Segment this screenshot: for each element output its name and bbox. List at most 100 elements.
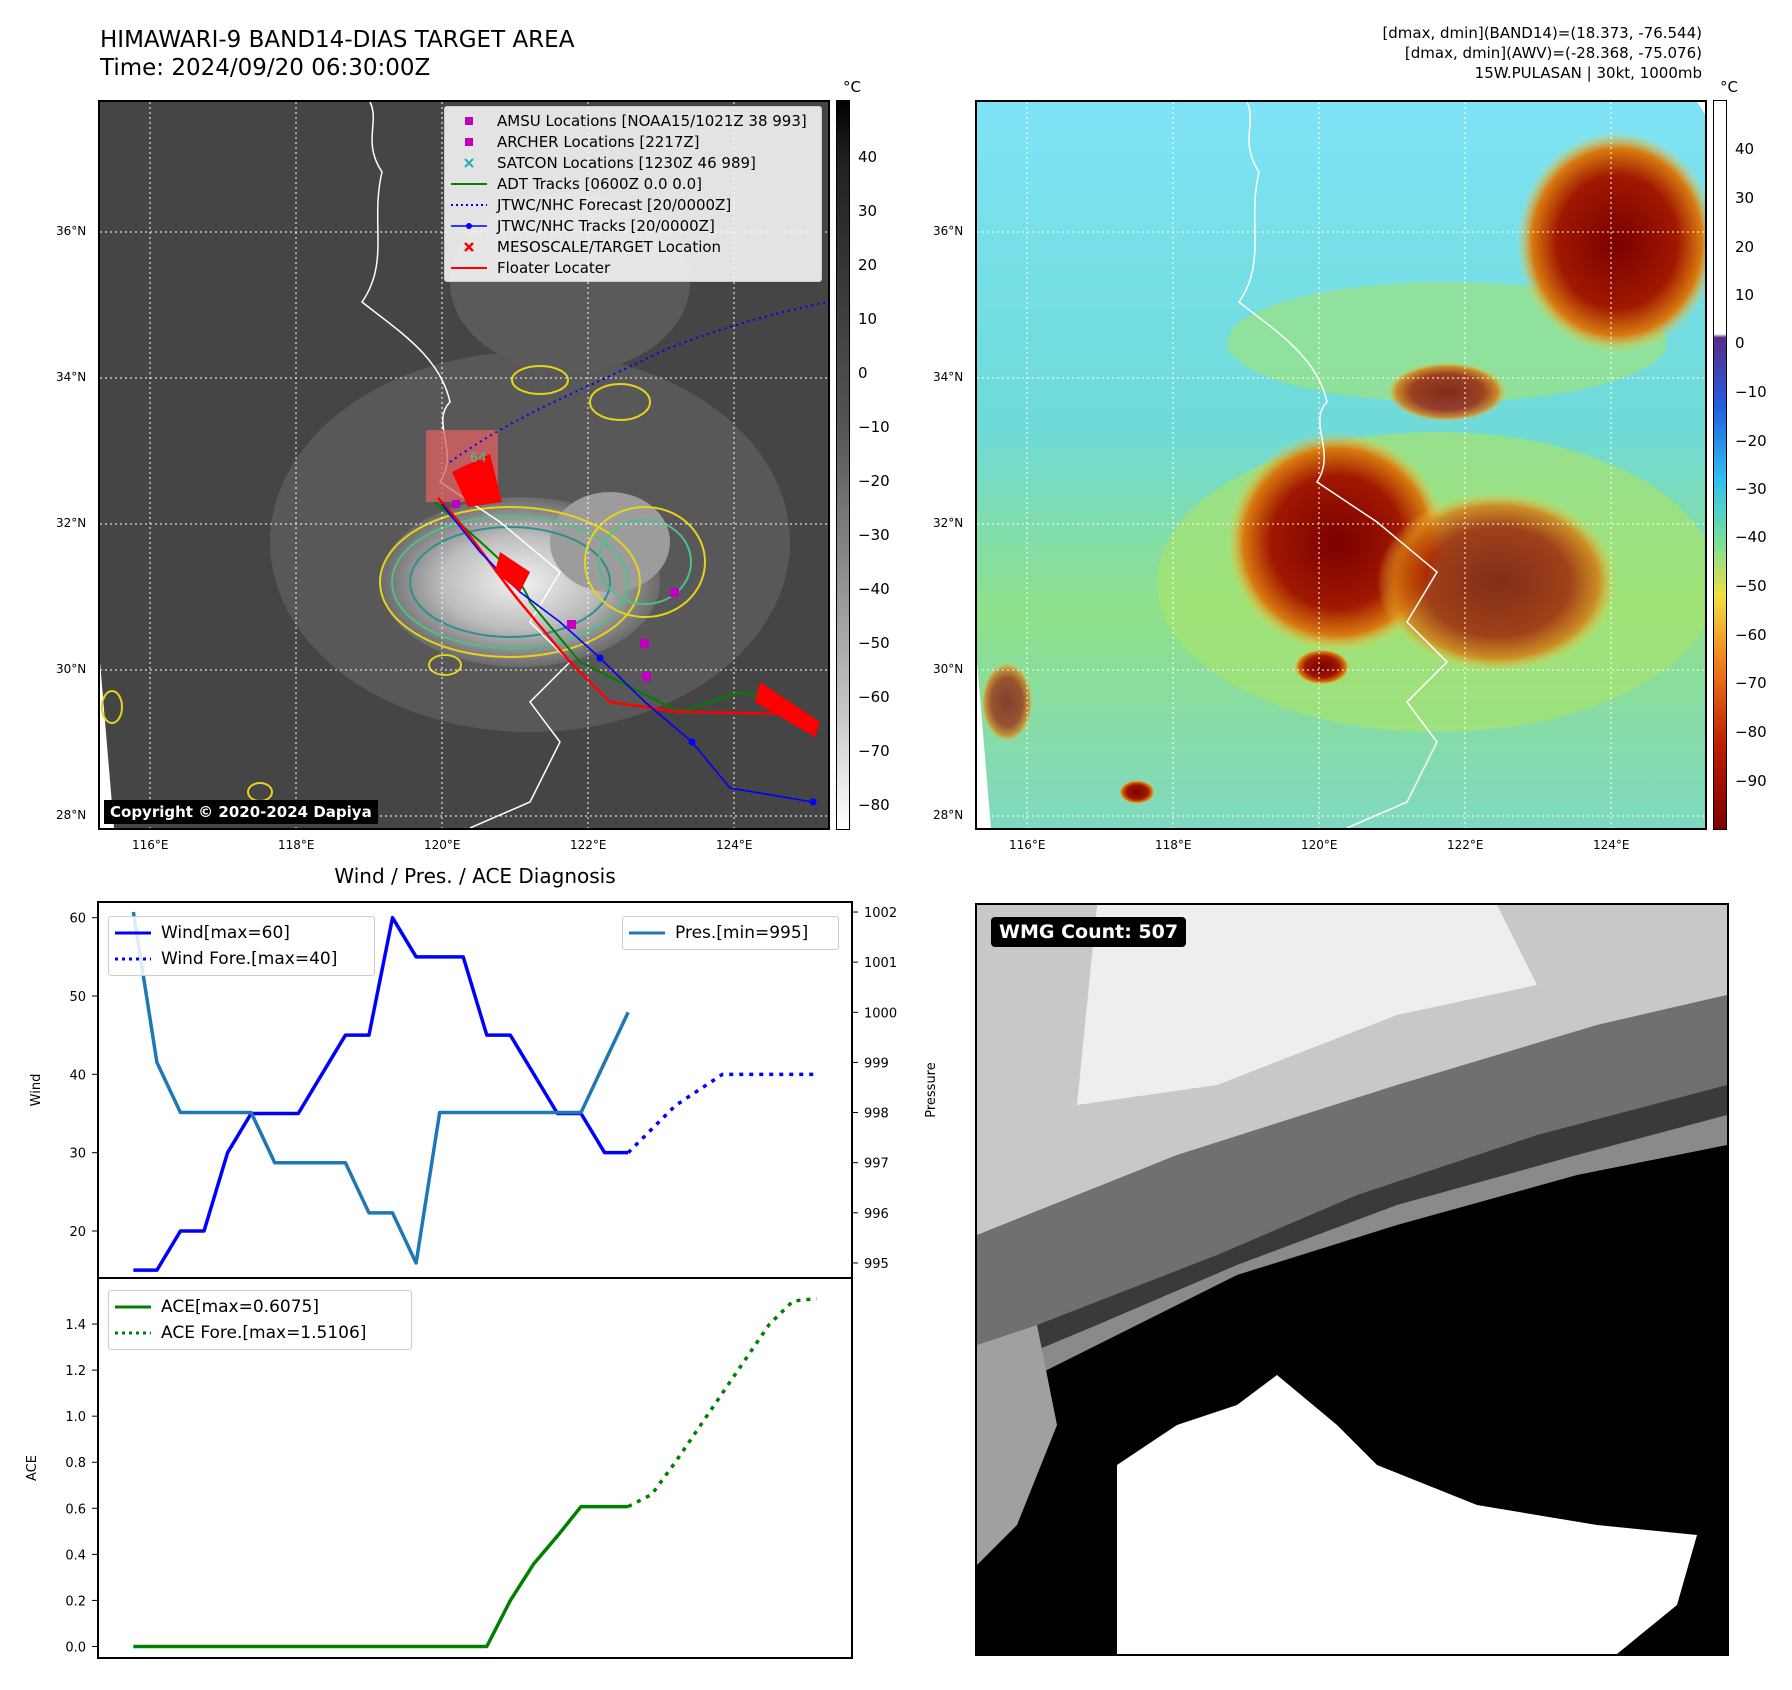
ir-colorbar-tick: −30 xyxy=(858,526,890,544)
ir-lat-label: 34°N xyxy=(56,370,87,384)
diagnosis-title: Wind / Pres. / ACE Diagnosis xyxy=(334,864,616,888)
pressure-tick-label: 1001 xyxy=(864,956,897,971)
ir-colorbar-tick: −60 xyxy=(858,688,890,706)
wv-lon-label: 120°E xyxy=(1301,838,1338,852)
pressure-tick-label: 1002 xyxy=(864,906,897,921)
ace-axis-label: ACE xyxy=(25,1455,40,1481)
wv-lon-label: 122°E xyxy=(1447,838,1484,852)
ir-colorbar xyxy=(836,100,850,830)
wv-colorbar-tick: 10 xyxy=(1735,286,1755,304)
pressure-series-line xyxy=(131,911,630,1265)
ir-lon-label: 120°E xyxy=(424,838,461,852)
ir-colorbar-unit: °C xyxy=(843,78,861,96)
wv-colorbar-tick: −30 xyxy=(1735,480,1767,498)
legend-item-wind: Wind[max=60] xyxy=(115,923,290,943)
ace-forecast-line xyxy=(627,1296,817,1509)
ace-series-line xyxy=(133,1504,629,1649)
wmg-count-badge: WMG Count: 507 xyxy=(991,917,1187,947)
wv-colorbar-tick: −60 xyxy=(1735,626,1767,644)
legend-item-pressure: Pres.[min=995] xyxy=(629,923,809,943)
ir-lat-label: 28°N xyxy=(56,808,87,822)
copyright-badge: Copyright © 2020-2024 Dapiya xyxy=(104,800,378,824)
wv-lon-label: 124°E xyxy=(1593,838,1630,852)
ir-lon-label: 124°E xyxy=(716,838,753,852)
wind-series-line xyxy=(133,915,629,1272)
wv-colorbar-tick: −10 xyxy=(1735,383,1767,401)
wv-lat-label: 34°N xyxy=(933,370,964,384)
pressure-axis-label: Pressure xyxy=(924,1062,939,1118)
ace-tick-label: 0.2 xyxy=(65,1594,86,1609)
legend-item-archer: ARCHER Locations [2217Z] xyxy=(445,131,821,152)
wind-forecast-line xyxy=(626,1072,817,1154)
wv-colorbar-tick: 30 xyxy=(1735,189,1755,207)
ace-tick-label: 1.4 xyxy=(65,1318,86,1333)
ir-colorbar-tick: −20 xyxy=(858,472,890,490)
ir-lon-label: 122°E xyxy=(570,838,607,852)
info-storm: 15W.PULASAN | 30kt, 1000mb xyxy=(1474,64,1702,82)
wv-lat-label: 32°N xyxy=(933,516,964,530)
wv-colorbar-unit: °C xyxy=(1720,78,1738,96)
info-awv: [dmax, dmin](AWV)=(-28.368, -75.076) xyxy=(1404,44,1702,62)
ace-tick-label: 0.6 xyxy=(65,1502,86,1517)
legend-item-amsu: AMSU Locations [NOAA15/1021Z 38 993] xyxy=(445,110,821,131)
wind-tick-label: 20 xyxy=(69,1225,86,1240)
pressure-tick-label: 1000 xyxy=(864,1006,897,1021)
pressure-tick-label: 997 xyxy=(864,1157,889,1172)
diagnosis-chart: 20 30 40 50 60 995 996 997 998 999 1000 1001 1002 0.0… xyxy=(25,901,939,1659)
wv-lon-label: 118°E xyxy=(1155,838,1192,852)
wv-colorbar-tick: −40 xyxy=(1735,528,1767,546)
ace-tick-label: 0.0 xyxy=(65,1640,86,1655)
wv-colorbar-tick: 20 xyxy=(1735,238,1755,256)
wind-tick-label: 40 xyxy=(69,1068,86,1083)
ace-tick-label: 1.0 xyxy=(65,1410,86,1425)
wv-lat-label: 36°N xyxy=(933,224,964,238)
legend-item-ace-forecast: ACE Fore.[max=1.5106] xyxy=(115,1323,367,1343)
wv-colorbar-tick: −50 xyxy=(1735,577,1767,595)
ace-tick-label: 0.8 xyxy=(65,1456,86,1471)
ace-tick-label: 1.2 xyxy=(65,1364,86,1379)
pressure-tick-label: 998 xyxy=(864,1107,889,1122)
legend-item-satcon: SATCON Locations [1230Z 46 989] xyxy=(445,152,821,173)
wind-tick-label: 50 xyxy=(69,990,86,1005)
chart-title: HIMAWARI-9 BAND14-DIAS TARGET AREA xyxy=(100,27,575,53)
wv-lat-label: 30°N xyxy=(933,662,964,676)
ir-lat-label: 32°N xyxy=(56,516,87,530)
ir-colorbar-tick: −50 xyxy=(858,634,890,652)
ir-colorbar-tick: 20 xyxy=(858,256,878,274)
chart-time: Time: 2024/09/20 06:30:00Z xyxy=(100,55,431,81)
pressure-tick-label: 999 xyxy=(864,1056,889,1071)
ir-map-panel: 64 AMSU Locations [NOAA15/1021Z 38 993] … xyxy=(98,100,830,830)
ir-colorbar-tick: 40 xyxy=(858,148,878,166)
ir-lon-label: 118°E xyxy=(278,838,315,852)
ace-legend: ACE[max=0.6075] ACE Fore.[max=1.5106] xyxy=(108,1290,412,1350)
ir-colorbar-tick: 30 xyxy=(858,202,878,220)
wind-tick-label: 30 xyxy=(69,1147,86,1162)
wv-map-panel xyxy=(975,100,1707,830)
wv-lat-label: 28°N xyxy=(933,808,964,822)
ir-colorbar-tick: −10 xyxy=(858,418,890,436)
wmg-image xyxy=(977,905,1727,1654)
wind-legend: Wind[max=60] Wind Fore.[max=40] xyxy=(108,916,375,976)
pressure-tick-label: 996 xyxy=(864,1207,889,1222)
legend-item-target: MESOSCALE/TARGET Location xyxy=(445,236,821,257)
wv-colorbar-ticks: 40 30 20 10 0 −10 −20 −30 −40 −50 −60 −7… xyxy=(1735,140,1779,800)
wmg-panel: WMG Count: 507 xyxy=(975,903,1729,1656)
pressure-tick-label: 995 xyxy=(864,1257,889,1272)
wv-colorbar-tick: −70 xyxy=(1735,674,1767,692)
wind-tick-label: 60 xyxy=(69,912,86,927)
ir-colorbar-tick: −80 xyxy=(858,796,890,814)
ir-lat-label: 30°N xyxy=(56,662,87,676)
wv-colorbar-tick: −80 xyxy=(1735,723,1767,741)
ir-colorbar-tick: 10 xyxy=(858,310,878,328)
ir-colorbar-tick: −70 xyxy=(858,742,890,760)
ace-tick-label: 0.4 xyxy=(65,1548,86,1563)
legend-item-adt: ADT Tracks [0600Z 0.0 0.0] xyxy=(451,174,702,193)
contour-label: 64 xyxy=(470,451,487,466)
legend-item-forecast: JTWC/NHC Forecast [20/0000Z] xyxy=(451,195,732,214)
ir-colorbar-tick: 0 xyxy=(858,364,868,382)
pressure-legend: Pres.[min=995] xyxy=(622,916,839,950)
legend-item-wind-forecast: Wind Fore.[max=40] xyxy=(115,949,338,969)
wind-axis-label: Wind xyxy=(29,1074,44,1107)
ir-legend: AMSU Locations [NOAA15/1021Z 38 993] ARC… xyxy=(444,106,822,282)
ir-lat-label: 36°N xyxy=(56,224,87,238)
